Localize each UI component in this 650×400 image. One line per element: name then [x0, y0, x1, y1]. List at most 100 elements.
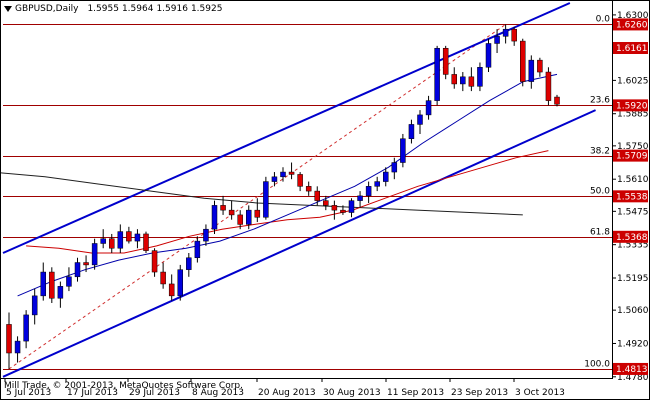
fib-level-label: 38.2 [590, 147, 610, 157]
candle-body [143, 233, 149, 251]
candle-body [408, 124, 415, 139]
candle-body [194, 240, 201, 259]
candle-body [528, 59, 535, 82]
y-axis-tick-label: 1.5475 [617, 207, 649, 217]
moving-average-slow-line [26, 150, 549, 254]
candle-body [83, 262, 89, 266]
candle-body [545, 71, 552, 101]
price-label-text: 1.6260 [616, 20, 648, 30]
y-axis-tick-label: 1.5885 [617, 110, 649, 120]
open-price: 1.5955 [87, 4, 119, 14]
symbol-label: GBPUSD,Daily [15, 4, 79, 14]
x-axis-tick-label: 30 Aug 2013 [323, 388, 381, 398]
candle-body [323, 200, 329, 206]
x-axis-tick-label: 11 Sep 2013 [387, 388, 444, 398]
candle-body [365, 186, 372, 197]
x-axis-tick-label: 29 Jul 2013 [129, 388, 180, 398]
candle-body [400, 138, 406, 163]
price-label-text: 1.4813 [616, 365, 648, 375]
candle-body [280, 171, 286, 178]
candle-body [520, 40, 526, 82]
candle-body [271, 176, 278, 182]
channel-line [2, 2, 571, 254]
dropdown-triangle-icon[interactable] [4, 6, 12, 12]
candle-body [66, 276, 72, 287]
candle-body [6, 324, 12, 354]
candle-body [477, 67, 483, 87]
candle-body [468, 76, 475, 87]
candle-body [109, 238, 115, 249]
candle-body [391, 162, 398, 173]
candle-body [151, 250, 158, 273]
price-label-text: 1.5368 [616, 233, 648, 243]
plot-area[interactable] [1, 1, 613, 379]
y-axis-tick-label: 1.5750 [617, 142, 649, 152]
close-price: 1.5925 [190, 4, 223, 14]
candle-body [254, 209, 261, 218]
candle-body [348, 200, 355, 213]
y-axis-tick-label: 1.4780 [617, 373, 649, 383]
fib-level-label: 61.8 [590, 228, 610, 238]
copyright-text: Mill Trade, © 2001-2013, MetaQuotes Soft… [4, 381, 243, 391]
candle-body [425, 100, 432, 116]
fib-level-label: 23.6 [590, 96, 610, 106]
candle-body [305, 186, 312, 192]
candle-body [537, 59, 543, 73]
fib-trendline [8, 24, 506, 370]
candle-body [237, 214, 243, 225]
candle-body [220, 205, 226, 211]
fib-level-label: 50.0 [590, 187, 610, 197]
y-axis-tick-label: 1.5610 [617, 175, 649, 185]
candle-body [331, 205, 338, 211]
x-axis-tick-label: 17 Jul 2013 [67, 388, 118, 398]
chart-header: GBPUSD,Daily 1.5955 1.5964 1.5916 1.5925 [4, 4, 222, 14]
candle-body [49, 271, 55, 299]
candle-body [31, 295, 38, 316]
candle-body [460, 76, 466, 85]
candle-body [57, 286, 64, 299]
candle-body [494, 36, 500, 44]
candle-body [100, 238, 106, 244]
price-label-text: 1.5709 [616, 152, 648, 162]
candle-body [14, 340, 21, 354]
fib-level-label: 0.0 [596, 15, 611, 25]
candle-body [228, 209, 235, 216]
candle-body [485, 43, 492, 68]
price-label-box [613, 362, 648, 375]
price-label-box [613, 42, 648, 54]
y-axis-tick-label: 1.6025 [617, 76, 649, 86]
candle-body [297, 174, 303, 187]
price-label-box [613, 149, 648, 162]
x-axis-tick-label: 5 Jul 2013 [6, 388, 51, 398]
candle-body [442, 47, 449, 75]
y-axis-tick-label: 1.5060 [617, 306, 649, 316]
x-axis-tick-label: 8 Aug 2013 [192, 388, 244, 398]
candle-body [160, 271, 166, 285]
candle-body [554, 96, 560, 105]
price-label-text: 1.5920 [616, 101, 648, 111]
price-label-box [613, 18, 648, 31]
price-label-text: 1.5538 [616, 192, 648, 202]
candle-body [451, 74, 457, 85]
candle-body [434, 47, 440, 101]
candle-body [23, 314, 29, 342]
candle-body [91, 243, 98, 266]
candle-body [211, 205, 218, 230]
moving-average-fast-line [17, 73, 558, 297]
candle-body [263, 181, 269, 218]
fib-level-label: 100.0 [584, 360, 610, 370]
price-label-box [613, 99, 648, 112]
high-price: 1.5964 [121, 4, 154, 14]
candle-body [186, 257, 192, 270]
candle-body [40, 271, 46, 297]
y-axis-tick-label: 1.5335 [617, 241, 649, 251]
y-axis-tick-label: 1.4920 [617, 339, 649, 349]
candle-body [357, 195, 363, 201]
x-axis-tick-label: 3 Oct 2013 [515, 388, 565, 398]
channel-line [2, 109, 596, 378]
candle-body [314, 190, 320, 201]
candle-body [374, 181, 380, 187]
x-axis-tick-label: 23 Sep 2013 [451, 388, 508, 398]
candle-body [383, 171, 389, 182]
